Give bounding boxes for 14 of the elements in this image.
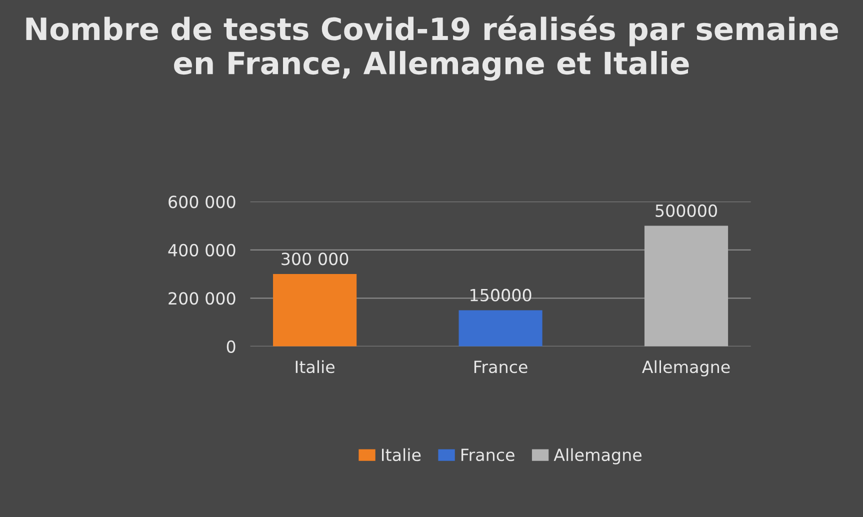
data-label: 300 000 xyxy=(282,252,348,266)
y-tick-label: 0 xyxy=(226,340,236,353)
y-tick-label: 600 000 xyxy=(168,196,236,208)
x-tick-label: Italie xyxy=(296,360,335,374)
y-tick-label: 400 000 xyxy=(168,244,236,256)
legend-label: Italie xyxy=(382,448,421,462)
data-label: 500000 xyxy=(656,204,717,217)
legend-label: Allemagne xyxy=(554,448,642,464)
y-tick-label: 200 000 xyxy=(168,292,236,305)
data-label: 150000 xyxy=(470,288,532,302)
chart-title: Nombre de tests Covid-19 réalisés par semaine en France, Allemagne et Italie xyxy=(26,16,838,81)
x-tick-label: France xyxy=(474,360,528,374)
x-tick-label: Allemagne xyxy=(642,360,730,376)
legend-label: France xyxy=(462,448,514,462)
